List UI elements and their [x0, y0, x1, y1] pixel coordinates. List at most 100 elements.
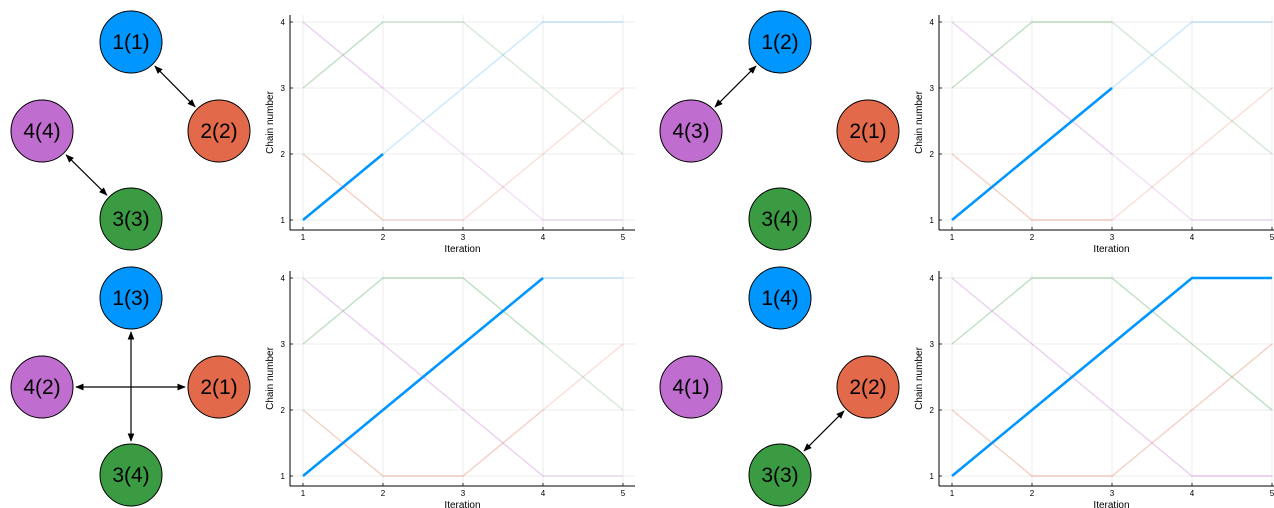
series-3-history-line: [951, 277, 1273, 411]
series-4-history-line: [951, 277, 1272, 477]
x-tick-label-4: 4: [1190, 489, 1195, 498]
y-axis-title: Chain number: [265, 346, 276, 409]
chain-node-2: [187, 355, 251, 419]
series-4-faded-line: [302, 277, 623, 477]
y-tick-label-2: 2: [930, 406, 935, 415]
chain-node-1: [748, 10, 812, 74]
x-axis-title: Iteration: [444, 500, 480, 508]
y-tick-label-4: 4: [930, 274, 935, 283]
series-1-highlight-line: [302, 276, 544, 478]
x-axis-title: Iteration: [1093, 244, 1129, 255]
series-4-faded-line: [302, 21, 623, 221]
x-tick-label-2: 2: [381, 233, 386, 242]
chain-node-label-3: 3(3): [112, 208, 149, 231]
y-tick-label-3: 3: [281, 84, 286, 93]
series-1-highlight-line: [951, 276, 1272, 478]
x-tick-label-3: 3: [1110, 233, 1115, 242]
x-tick-label-2: 2: [1030, 233, 1035, 242]
chain-node-label-2: 2(2): [200, 120, 237, 143]
x-tick-label-3: 3: [461, 489, 466, 498]
x-tick-label-1: 1: [950, 489, 955, 498]
chain-node-2: [836, 355, 900, 419]
chain-node-3: [99, 443, 163, 507]
series-4-faded-line: [951, 21, 1272, 221]
x-tick-label-1: 1: [301, 233, 306, 242]
x-tick-label-3: 3: [461, 233, 466, 242]
y-tick-label-1: 1: [281, 472, 286, 481]
series-2-history-line: [951, 343, 1273, 477]
chain-node-3: [748, 187, 812, 251]
chain-node-4: [10, 99, 74, 163]
series-2-history-line: [302, 153, 384, 221]
panel-2: 1(2) 2(1) 3(4) 4(3) 1 2 3 4 5 1 2 3 4 Iteration Chain …: [659, 10, 1274, 255]
trace-chart-2: 1 2 3 4 5 1 2 3 4 Iteration Chain number: [914, 15, 1274, 255]
y-tick-label-3: 3: [281, 340, 286, 349]
swap-arrow-4-3: [65, 154, 108, 196]
x-tick-label-4: 4: [541, 489, 546, 498]
y-tick-label-3: 3: [930, 340, 935, 349]
chain-node-label-1: 1(3): [112, 287, 149, 310]
chain-node-label-4: 4(3): [672, 120, 709, 143]
y-tick-label-4: 4: [281, 274, 286, 283]
series-3-history-line: [302, 277, 544, 345]
y-tick-label-2: 2: [281, 406, 286, 415]
series-2-faded-line: [302, 87, 624, 221]
swap-arrow-3-2: [803, 410, 845, 452]
chain-node-label-4: 4(2): [23, 376, 60, 399]
chain-node-label-4: 4(1): [672, 376, 709, 399]
series-4-history-line: [302, 21, 384, 89]
series-3-faded-line: [951, 21, 1273, 155]
series-2-history-line: [951, 153, 1112, 221]
chain-node-4: [659, 99, 723, 163]
trace-chart-3: 1 2 3 4 5 1 2 3 4 Iteration Chain number: [265, 271, 635, 508]
x-axis-title: Iteration: [444, 244, 480, 255]
series-2-history-line: [302, 409, 544, 477]
panel-1: 1(1) 2(2) 3(3) 4(4) 1 2 3 4 5 1 2 3 4 Iteration Chain …: [10, 10, 635, 255]
x-tick-label-1: 1: [950, 233, 955, 242]
series-2-faded-line: [302, 343, 624, 477]
swap-arrow-1-4: [714, 65, 757, 108]
chain-node-3: [99, 187, 163, 251]
x-tick-label-1: 1: [301, 489, 306, 498]
chain-node-3: [748, 443, 812, 507]
series-3-history-line: [302, 21, 384, 89]
series-2-faded-line: [951, 87, 1273, 221]
chain-node-label-1: 1(1): [112, 31, 149, 54]
chain-node-2: [187, 99, 251, 163]
series-4-faded-line: [951, 277, 1272, 477]
x-tick-label-2: 2: [1030, 489, 1035, 498]
trace-chart-4: 1 2 3 4 5 1 2 3 4 Iteration Chain number: [914, 271, 1274, 508]
y-tick-label-4: 4: [281, 18, 286, 27]
series-4-history-line: [302, 277, 544, 477]
series-1-highlight-line: [951, 86, 1113, 222]
y-axis-title: Chain number: [265, 90, 276, 153]
series-3-history-line: [951, 21, 1112, 89]
y-tick-label-4: 4: [930, 18, 935, 27]
y-axis-title: Chain number: [914, 90, 925, 153]
x-tick-label-5: 5: [621, 489, 626, 498]
chain-node-label-2: 2(1): [200, 376, 237, 399]
series-3-faded-line: [302, 21, 624, 155]
x-tick-label-5: 5: [1270, 489, 1274, 498]
chain-node-label-4: 4(4): [23, 120, 60, 143]
y-tick-label-2: 2: [930, 150, 935, 159]
x-tick-label-4: 4: [1190, 233, 1195, 242]
trace-chart-1: 1 2 3 4 5 1 2 3 4 Iteration Chain number: [265, 15, 635, 255]
series-2-faded-line: [951, 343, 1273, 477]
chain-node-label-1: 1(2): [761, 31, 798, 54]
series-3-faded-line: [951, 277, 1273, 411]
chain-node-label-1: 1(4): [761, 287, 798, 310]
chain-node-label-3: 3(3): [761, 464, 798, 487]
x-axis-title: Iteration: [1093, 500, 1129, 508]
chain-node-1: [748, 266, 812, 330]
series-4-history-line: [951, 21, 1113, 155]
x-tick-label-3: 3: [1110, 489, 1115, 498]
chain-node-1: [99, 10, 163, 74]
y-tick-label-2: 2: [281, 150, 286, 159]
panel-4: 1(4) 2(2) 3(3) 4(1) 1 2 3 4 5 1 2 3 4 Iteration Chain …: [659, 266, 1274, 508]
panel-3: 1(3) 2(1) 3(4) 4(2) 1 2 3 4 5 1 2 3 4 Iteration Chain …: [10, 266, 635, 508]
x-tick-label-5: 5: [1270, 233, 1274, 242]
y-tick-label-1: 1: [281, 216, 286, 225]
chain-node-label-3: 3(4): [761, 208, 798, 231]
